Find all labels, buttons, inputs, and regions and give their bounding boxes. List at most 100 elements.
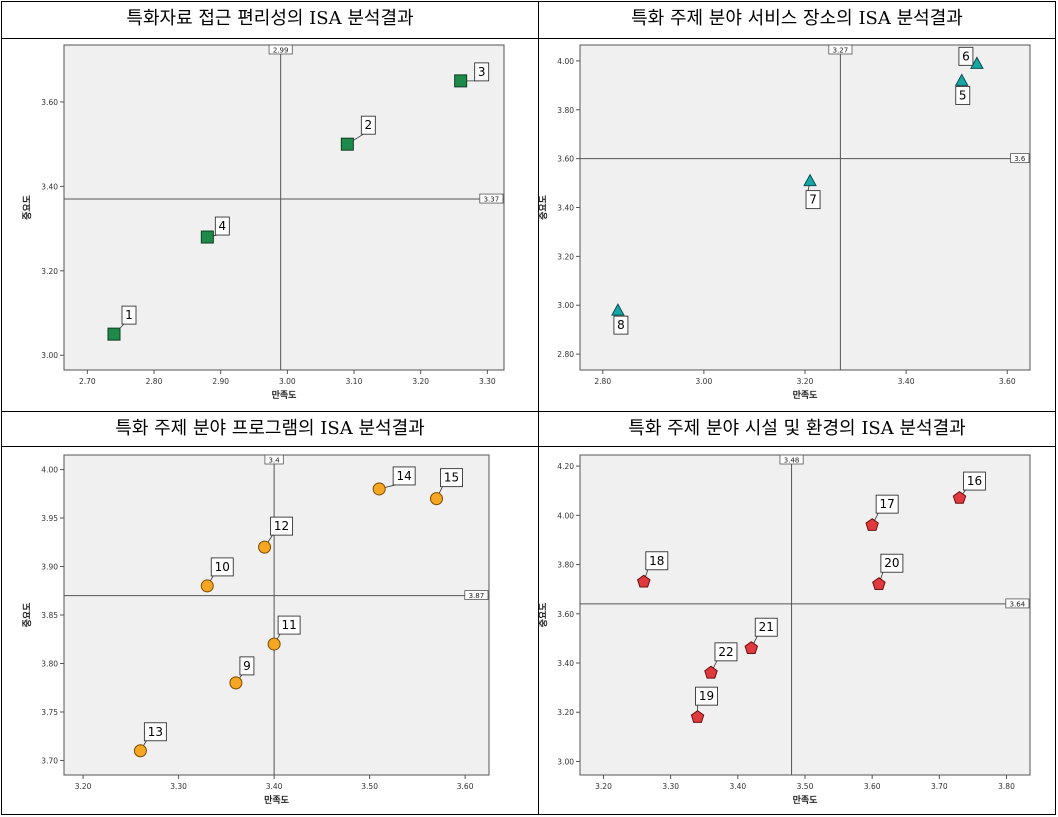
data-label-box: [392, 466, 416, 486]
y-tick-label: 3.95: [41, 514, 58, 523]
data-label: 21: [759, 620, 774, 634]
data-label-box: [270, 516, 294, 536]
x-tick-label: 3.00: [279, 377, 296, 386]
data-label-box: [277, 615, 301, 635]
data-label-box: [875, 494, 899, 514]
y-tick-label: 3.70: [41, 756, 58, 765]
grid-divider-title-top: [2, 38, 1055, 39]
data-label: 6: [962, 49, 970, 63]
data-label-box: [714, 642, 738, 662]
y-tick-label: 3.40: [41, 182, 58, 191]
reference-label-box: [464, 590, 489, 601]
x-tick-label: 3.30: [170, 782, 187, 791]
x-axis-label: 만족도: [264, 794, 290, 806]
y-tick-label: 3.80: [557, 561, 574, 570]
reference-label-box: [268, 44, 293, 55]
data-label: 20: [884, 556, 899, 570]
reference-label-box: [1010, 153, 1030, 164]
reference-label-box: [264, 454, 284, 465]
reference-label-vertical: 3.48: [784, 457, 800, 465]
data-label-box: [440, 468, 463, 488]
chart-panel: 3.20 3.30 3.40 3.50 3.60 3.70 3.75 3.80 3.85 3.90…: [22, 454, 490, 806]
data-point-circle: [267, 637, 281, 651]
data-label-box: [754, 617, 778, 637]
data-label: 17: [880, 497, 895, 511]
y-tick-label: 3.75: [41, 708, 58, 717]
data-point-triangle: [611, 303, 625, 316]
data-label-box: [210, 557, 234, 577]
y-tick-label: 3.20: [41, 267, 58, 276]
y-axis-label: 중요도: [538, 602, 549, 628]
y-tick-label: 3.20: [557, 252, 574, 261]
y-tick-label: 4.00: [557, 57, 574, 66]
data-label-box: [955, 85, 971, 105]
data-label-box: [613, 315, 629, 335]
data-label-box: [360, 115, 376, 135]
y-tick-label: 4.00: [557, 511, 574, 520]
x-axis-label: 만족도: [793, 389, 819, 401]
x-tick-label: 3.20: [75, 782, 92, 791]
data-point-pentagon: [865, 518, 879, 531]
x-tick-label: 2.70: [79, 377, 96, 386]
chart-panel: 3.20 3.30 3.40 3.50 3.60 3.70 3.80 3.00 3.20 3.40…: [538, 454, 1031, 806]
data-point-pentagon: [704, 665, 718, 679]
data-point-square: [107, 327, 121, 341]
x-tick-label: 3.70: [931, 782, 948, 791]
data-label-box: [695, 686, 718, 706]
reference-label-horizontal: 3.6: [1014, 155, 1026, 163]
y-tick-label: 3.60: [557, 155, 574, 164]
y-axis-label: 중요도: [538, 194, 549, 220]
x-axis-label: 만족도: [272, 389, 298, 401]
y-tick-label: 4.00: [41, 466, 58, 475]
data-label: 10: [215, 560, 230, 574]
data-label: 16: [967, 474, 982, 488]
chart-panel: 2.70 2.80 2.90 3.00 3.10 3.20 3.30 3.00 3.20 3.40…: [22, 44, 505, 401]
x-tick-label: 3.10: [346, 377, 363, 386]
panel-title-cell: 특화 주제 분야 시설 및 환경의 ISA 분석결과: [539, 412, 1055, 446]
plot-area: [63, 454, 490, 776]
x-axis-label: 만족도: [793, 794, 819, 806]
data-label: 13: [148, 725, 163, 739]
data-label-box: [963, 471, 986, 491]
data-point-circle: [200, 579, 214, 593]
x-tick-label: 3.60: [999, 377, 1016, 386]
x-tick-label: 3.30: [662, 782, 679, 791]
data-point-circle: [429, 492, 443, 506]
data-label-box: [880, 553, 904, 573]
data-label: 12: [274, 519, 289, 533]
y-tick-label: 3.00: [557, 757, 574, 766]
panel-title-cell: 특화 주제 분야 서비스 장소의 ISA 분석결과: [539, 2, 1055, 38]
reference-label-vertical: 3.4: [269, 457, 281, 465]
y-tick-label: 3.80: [557, 106, 574, 115]
y-tick-label: 3.90: [41, 563, 58, 572]
data-point-circle: [258, 540, 272, 554]
data-label-box: [121, 305, 137, 325]
reference-label-vertical: 2.99: [273, 47, 289, 55]
data-label: 19: [699, 689, 714, 703]
x-tick-label: 3.60: [457, 782, 474, 791]
data-label: 8: [617, 318, 625, 332]
data-point-square: [200, 230, 214, 244]
reference-label-vertical: 3.27: [833, 47, 849, 55]
data-point-circle: [133, 744, 147, 758]
reference-label-horizontal: 3.37: [484, 196, 500, 204]
y-axis-label: 중요도: [22, 194, 33, 220]
data-label: 18: [649, 554, 664, 568]
data-label-box: [474, 62, 490, 82]
reference-label-horizontal: 3.64: [1010, 600, 1026, 608]
reference-label-box: [779, 454, 804, 465]
data-label: 11: [281, 618, 296, 632]
grid-divider-vertical: [538, 2, 539, 814]
y-tick-label: 4.20: [557, 462, 574, 471]
data-label: 5: [959, 88, 967, 102]
data-label: 2: [365, 118, 373, 132]
data-label: 4: [219, 219, 227, 233]
data-label-box: [214, 216, 230, 236]
grid-divider-middle: [2, 411, 1055, 412]
panel-title-cell: 특화자료 접근 편리성의 ISA 분석결과: [2, 2, 538, 38]
data-point-square: [454, 74, 468, 88]
data-label-box: [805, 190, 821, 210]
x-tick-label: 3.80: [998, 782, 1015, 791]
data-point-pentagon: [744, 641, 759, 654]
